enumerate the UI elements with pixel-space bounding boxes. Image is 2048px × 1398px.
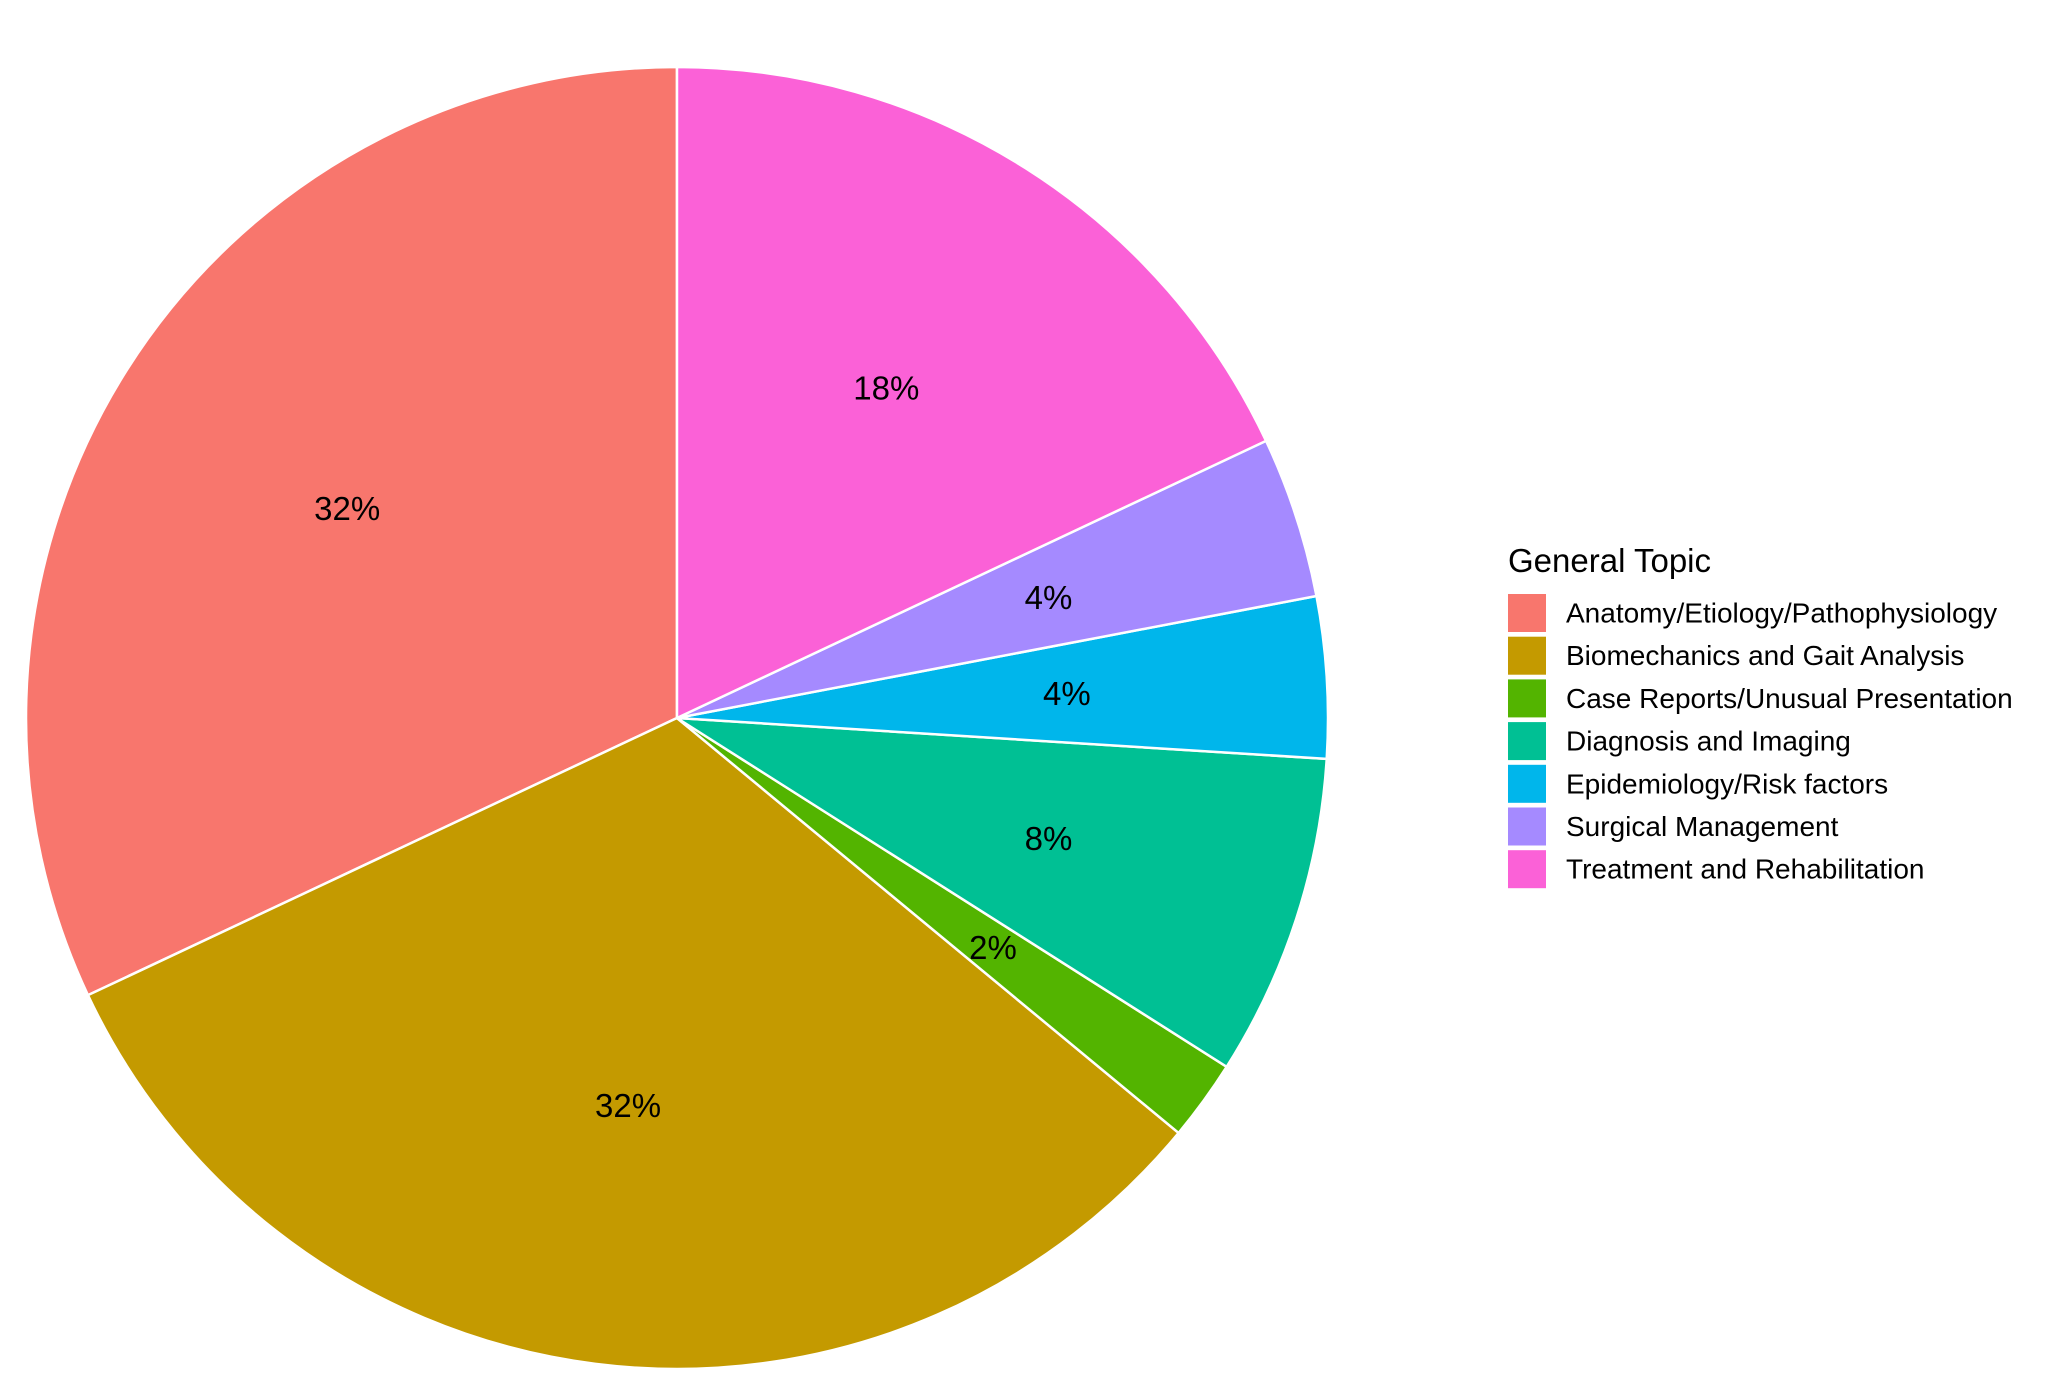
- pie-slice-label-0: 32%: [314, 490, 380, 527]
- legend-label-5: Surgical Management: [1566, 811, 1839, 842]
- pie-slices: [24, 65, 1330, 1371]
- legend-key-5: [1508, 807, 1546, 846]
- legend-key-4: [1508, 764, 1546, 803]
- legend-label-2: Case Reports/Unusual Presentation: [1566, 683, 2013, 714]
- pie-slice-6: [675, 65, 1268, 720]
- legend-label-6: Treatment and Rehabilitation: [1566, 854, 1925, 885]
- legend-key-0: [1508, 594, 1546, 632]
- legend-label-0: Anatomy/Etiology/Pathophysiology: [1566, 598, 1997, 629]
- legend-label-3: Diagnosis and Imaging: [1566, 726, 1851, 757]
- legend-label-4: Epidemiology/Risk factors: [1566, 768, 1888, 799]
- legend-key-3: [1508, 722, 1546, 761]
- legend-key-6: [1508, 850, 1546, 889]
- legend-items: Anatomy/Etiology/Pathophysiology Biomecha…: [1508, 594, 2013, 889]
- legend: General Topic Anatomy/Etiology/Pathophys…: [1508, 542, 2013, 889]
- legend-label-1: Biomechanics and Gait Analysis: [1566, 640, 1964, 671]
- pie-slice-3: [676, 716, 1329, 1069]
- pie-slice-label-5: 4%: [1025, 579, 1073, 616]
- legend-key-2: [1508, 679, 1546, 718]
- pie-slice-labels: 32% 32% 2% 8% 4% 4% 18%: [314, 370, 1091, 1124]
- pie-slice-label-3: 8%: [1025, 820, 1073, 857]
- pie-slice-label-1: 32%: [595, 1087, 661, 1124]
- pie-slice-1: [86, 716, 1181, 1371]
- legend-title: General Topic: [1508, 542, 1711, 579]
- pie-slice-label-2: 2%: [969, 929, 1017, 966]
- pie-slice-0: [24, 65, 679, 997]
- pie-slice-label-6: 18%: [853, 370, 919, 407]
- legend-key-1: [1508, 636, 1546, 675]
- pie-slice-label-4: 4%: [1043, 675, 1091, 712]
